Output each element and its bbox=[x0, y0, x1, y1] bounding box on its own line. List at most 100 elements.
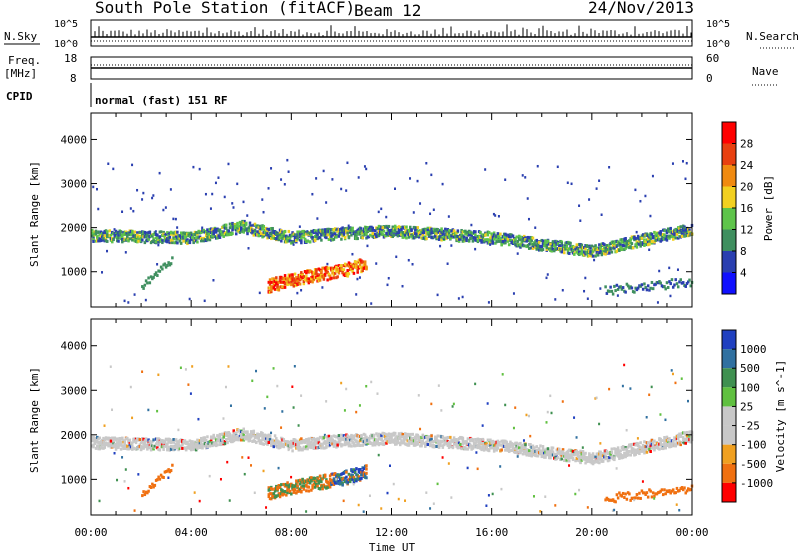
range-cell bbox=[604, 249, 607, 253]
range-cell bbox=[92, 445, 95, 449]
range-cell bbox=[487, 241, 491, 245]
range-cell bbox=[472, 231, 476, 235]
range-cell bbox=[394, 439, 397, 443]
range-cell bbox=[404, 499, 407, 502]
range-cell bbox=[188, 439, 192, 443]
range-cell bbox=[506, 444, 509, 447]
range-cell bbox=[335, 228, 338, 232]
range-cell bbox=[390, 228, 393, 232]
range-cell bbox=[472, 230, 475, 233]
range-cell bbox=[213, 443, 217, 447]
range-cell bbox=[347, 441, 351, 445]
range-cell bbox=[224, 226, 228, 230]
range-cell bbox=[257, 226, 261, 230]
range-cell bbox=[357, 477, 361, 481]
range-cell bbox=[292, 277, 296, 281]
range-cell bbox=[619, 246, 622, 250]
range-cell bbox=[449, 237, 452, 241]
range-cell bbox=[618, 285, 621, 289]
range-cell bbox=[411, 262, 414, 266]
range-cell bbox=[298, 225, 301, 228]
range-cell bbox=[417, 235, 421, 239]
range-cell bbox=[574, 449, 577, 453]
range-cell bbox=[608, 245, 611, 249]
range-cell bbox=[238, 220, 242, 224]
range-cell bbox=[310, 440, 313, 444]
range-cell bbox=[590, 252, 594, 256]
range-cell bbox=[271, 438, 274, 442]
range-cell bbox=[255, 224, 258, 228]
range-cell bbox=[543, 448, 546, 452]
range-cell bbox=[583, 453, 586, 457]
range-cell bbox=[260, 227, 263, 231]
range-cell bbox=[530, 236, 533, 240]
range-cell bbox=[231, 434, 234, 438]
range-cell bbox=[196, 445, 199, 449]
range-cell bbox=[233, 227, 237, 231]
range-cell bbox=[382, 235, 386, 239]
range-cell bbox=[117, 236, 120, 240]
range-cell bbox=[486, 238, 490, 242]
range-cell bbox=[295, 482, 298, 486]
range-cell bbox=[163, 444, 167, 448]
range-cell bbox=[346, 479, 349, 483]
range-cell bbox=[475, 451, 478, 454]
range-cell bbox=[315, 235, 318, 239]
range-cell bbox=[197, 444, 200, 448]
range-cell bbox=[351, 226, 354, 230]
range-cell bbox=[628, 239, 631, 243]
range-cell bbox=[634, 243, 637, 247]
range-cell bbox=[147, 276, 150, 280]
range-cell bbox=[436, 434, 440, 438]
range-cell bbox=[470, 437, 473, 441]
range-cell bbox=[222, 225, 225, 229]
range-cell bbox=[247, 229, 251, 233]
range-cell bbox=[209, 235, 213, 239]
range-cell bbox=[560, 241, 564, 245]
range-cell bbox=[118, 436, 122, 440]
range-cell bbox=[531, 452, 535, 456]
range-cell bbox=[353, 477, 357, 481]
range-cell bbox=[559, 239, 562, 243]
range-cell bbox=[177, 428, 180, 432]
range-cell bbox=[221, 437, 224, 441]
range-cell bbox=[141, 445, 144, 449]
range-cell bbox=[380, 225, 383, 229]
range-cell bbox=[539, 510, 542, 513]
range-cell bbox=[351, 434, 354, 438]
range-cell bbox=[337, 271, 341, 275]
range-cell bbox=[645, 238, 649, 242]
range-cell bbox=[399, 443, 402, 447]
range-cell bbox=[649, 232, 652, 236]
range-cell bbox=[425, 435, 428, 439]
range-cell bbox=[219, 441, 223, 445]
range-cell bbox=[154, 233, 158, 237]
range-cell bbox=[515, 441, 518, 445]
range-cell bbox=[144, 231, 148, 235]
range-cell bbox=[164, 443, 168, 447]
range-cell bbox=[136, 188, 139, 192]
range-cell bbox=[578, 204, 581, 207]
range-cell bbox=[492, 440, 496, 444]
range-cell bbox=[312, 277, 316, 281]
range-cell bbox=[179, 231, 183, 235]
range-cell bbox=[343, 230, 347, 234]
range-cell bbox=[268, 282, 272, 286]
range-cell bbox=[224, 437, 228, 441]
range-cell bbox=[318, 228, 322, 232]
range-cell bbox=[586, 248, 590, 252]
range-cell bbox=[549, 242, 552, 246]
range-cell bbox=[291, 441, 294, 445]
range-cell bbox=[426, 231, 430, 235]
range-cell bbox=[337, 227, 341, 231]
range-cell bbox=[553, 242, 556, 246]
range-cell bbox=[360, 473, 363, 477]
range-cell bbox=[556, 165, 559, 169]
range-cell bbox=[188, 234, 192, 238]
range-cell bbox=[516, 455, 519, 458]
range-cell bbox=[420, 230, 423, 234]
range-cell bbox=[337, 234, 341, 238]
range-cell bbox=[419, 230, 422, 234]
range-cell bbox=[322, 266, 326, 270]
